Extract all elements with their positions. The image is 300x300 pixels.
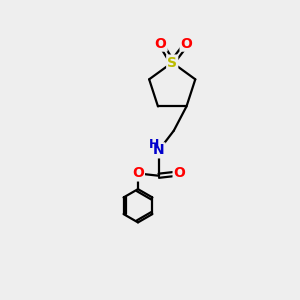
Text: H: H (149, 138, 159, 151)
Text: O: O (155, 37, 167, 51)
Text: N: N (153, 143, 165, 157)
Text: O: O (181, 37, 193, 51)
Text: O: O (132, 167, 144, 180)
Text: S: S (167, 56, 177, 70)
Text: O: O (174, 167, 185, 180)
